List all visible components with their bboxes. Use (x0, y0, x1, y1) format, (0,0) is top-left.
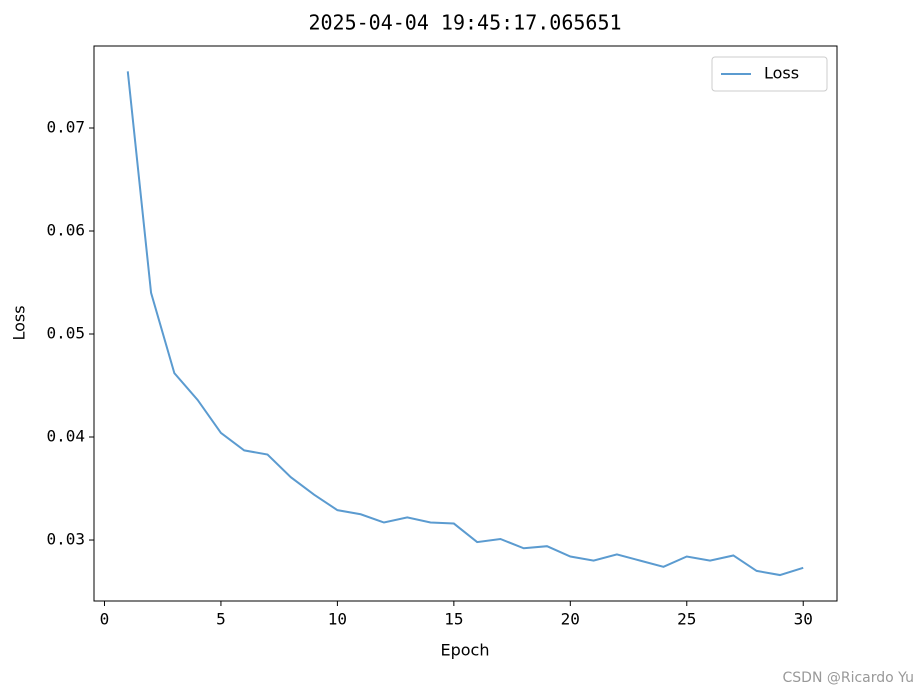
y-tick-label: 0.04 (46, 427, 85, 446)
x-tick-label: 30 (794, 610, 813, 629)
x-tick-label: 10 (328, 610, 347, 629)
y-tick-label: 0.07 (46, 117, 85, 136)
loss-line (126, 71, 804, 577)
y-tick-label: 0.05 (46, 324, 85, 343)
chart-title: 2025-04-04 19:45:17.065651 (308, 11, 621, 35)
x-tick-label: 20 (561, 610, 580, 629)
legend-box (711, 56, 828, 92)
x-tick-label: 15 (444, 610, 463, 629)
y-axis-label: Loss (10, 305, 29, 340)
x-tick-label: 25 (677, 610, 696, 629)
x-axis-label: Epoch (441, 641, 490, 660)
watermark: CSDN @Ricardo Yu (783, 670, 915, 686)
legend-label: Loss (764, 64, 799, 83)
plot-frame (93, 45, 838, 602)
y-tick-label: 0.03 (46, 530, 85, 549)
x-tick-label: 5 (216, 610, 226, 629)
y-tick-label: 0.06 (46, 221, 85, 240)
x-tick-label: 0 (100, 610, 110, 629)
